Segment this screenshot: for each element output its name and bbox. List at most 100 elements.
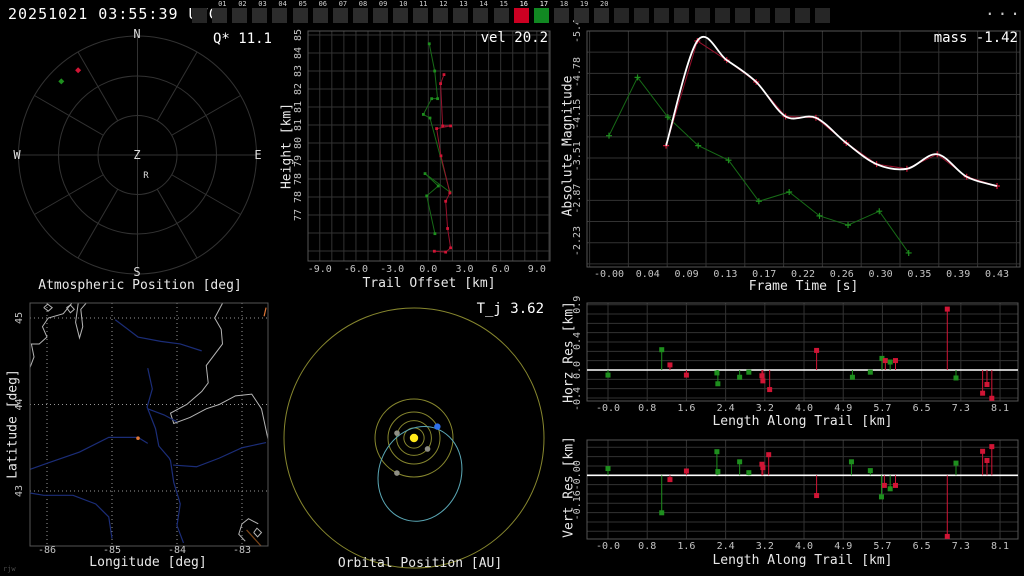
svg-text:77: 77 [293,209,304,221]
svg-text:0.8: 0.8 [638,403,656,414]
svg-text:78: 78 [293,191,304,203]
frame-thumb-extra-29[interactable] [774,8,790,23]
frame-number-18: 18 [559,0,569,8]
svg-text:79: 79 [293,155,304,167]
frame-number-01: 01 [218,0,227,8]
svg-text:83: 83 [293,65,304,77]
svg-text:9.0: 9.0 [528,264,546,275]
longitude-xlabel: Longitude [deg] [89,555,207,570]
frame-thumb-extra-31[interactable] [815,8,831,23]
frame-thumb-14[interactable] [473,8,489,23]
radiant-label: R [143,171,149,181]
svg-text:0.26: 0.26 [830,269,854,280]
frame-thumb-extra-22[interactable] [634,8,650,23]
frame-number-04: 04 [278,0,287,8]
frame-number-11: 11 [419,0,428,8]
svg-text:0.8: 0.8 [638,541,656,552]
frame-thumb-18[interactable] [553,8,569,23]
svg-text:8.1: 8.1 [991,541,1009,552]
frame-thumb-extra-27[interactable] [734,8,750,23]
meteoroid-orbit [377,426,463,522]
frame-thumb-20[interactable] [594,8,609,23]
frame-thumb-extra-30[interactable] [795,8,810,23]
frame-number-03: 03 [258,0,267,8]
frame-thumb-15[interactable] [493,8,509,23]
overflow-menu-button[interactable]: ... [985,0,1023,19]
frame-number-14: 14 [479,0,488,8]
frame-thumb-extra-25[interactable] [694,8,710,23]
frame-number-16: 16 [519,0,529,8]
zenith-label: Z [133,148,141,162]
sun-dot [409,433,419,443]
svg-text:0.09: 0.09 [675,269,699,280]
svg-text:0.30: 0.30 [869,269,893,280]
frame-thumb-11[interactable] [413,8,429,23]
atmospheric-plot [18,35,257,275]
svg-text:1.6: 1.6 [677,541,695,552]
svg-text:-3.51: -3.51 [572,141,583,171]
frame-thumb-01[interactable] [212,8,228,23]
svg-text:0.0: 0.0 [572,361,583,379]
svg-text:4.9: 4.9 [834,403,852,414]
frame-thumb-17[interactable] [533,8,549,23]
vert-res-xlabel: Length Along Trail [km] [712,553,893,568]
svg-text:5.7: 5.7 [873,541,891,552]
frame-number-17: 17 [539,0,549,8]
frame-thumb-12[interactable] [433,8,449,23]
frame-thumb-extra-26[interactable] [714,8,730,23]
svg-text:-2.23: -2.23 [572,226,583,256]
frame-thumb-extra-0[interactable] [192,8,207,23]
frame-thumb-16[interactable] [513,8,529,23]
svg-text:0.39: 0.39 [946,269,970,280]
height-axis-label: Height [km] [279,102,295,190]
svg-text:78: 78 [293,173,304,185]
frame-time-xlabel: Frame Time [s] [748,279,859,294]
frame-thumb-08[interactable] [352,8,368,23]
frame-thumb-07[interactable] [332,8,348,23]
compass-south-label: S [133,265,141,279]
frame-number-12: 12 [439,0,448,8]
frame-number-19: 19 [579,0,589,8]
frame-number-10: 10 [399,0,408,8]
frame-thumb-extra-28[interactable] [754,8,770,23]
fit-curve [665,36,998,187]
frame-thumb-19[interactable] [573,8,589,23]
planet-1-dot [394,430,400,436]
svg-text:82: 82 [293,83,304,95]
svg-text:-4.15: -4.15 [572,99,583,129]
svg-text:85: 85 [293,29,304,41]
svg-text:0.04: 0.04 [636,269,660,280]
frame-number-09: 09 [378,0,388,8]
frame-thumb-03[interactable] [252,8,268,23]
frame-thumb-04[interactable] [272,8,288,23]
timestamp: 20251021 03:55:39 UTC [8,5,219,23]
svg-text:4.9: 4.9 [834,541,852,552]
orbital-plot [283,307,545,569]
green-sky-marker [58,78,65,85]
frame-thumb-09[interactable] [372,8,388,23]
svg-text:6.5: 6.5 [913,403,931,414]
frame-thumb-02[interactable] [232,8,248,23]
mass-annotation: mass -1.42 [933,30,1018,46]
frame-thumb-extra-23[interactable] [654,8,670,23]
frame-thumb-05[interactable] [292,8,308,23]
frame-thumb-10[interactable] [393,8,408,23]
svg-text:-84: -84 [168,545,186,556]
svg-text:-0.0: -0.0 [596,403,620,414]
svg-text:0.43: 0.43 [985,269,1009,280]
svg-text:-2.87: -2.87 [572,184,583,214]
frame-thumb-extra-21[interactable] [614,8,630,23]
svg-text:-0.0: -0.0 [596,541,620,552]
frame-number-07: 07 [338,0,348,8]
svg-text:1.6: 1.6 [677,403,695,414]
frame-thumb-extra-24[interactable] [674,8,690,23]
svg-text:7.3: 7.3 [952,403,970,414]
horz-res-xlabel: Length Along Trail [km] [712,414,893,429]
watermark: rjw [3,565,16,573]
svg-text:-0.16: -0.16 [572,490,583,520]
svg-text:43: 43 [14,485,25,497]
frame-thumb-13[interactable] [453,8,469,23]
frame-thumb-06[interactable] [312,8,328,23]
